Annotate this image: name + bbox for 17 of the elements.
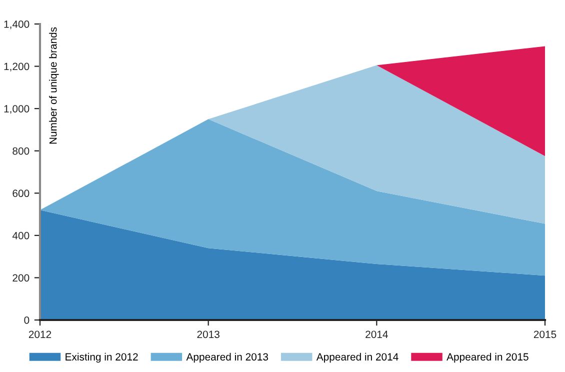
legend-label: Appeared in 2013 xyxy=(186,352,268,363)
x-tick-label: 2015 xyxy=(534,330,556,338)
x-tick-label: 2012 xyxy=(28,330,52,338)
x-tick-label: 2014 xyxy=(366,330,388,338)
legend-label: Appeared in 2014 xyxy=(316,352,398,363)
y-tick-label: 400 xyxy=(12,232,30,240)
legend-label: Existing in 2012 xyxy=(66,352,138,363)
y-tick-label: 1,200 xyxy=(4,62,30,72)
legend-label: Appeared in 2015 xyxy=(446,352,528,363)
x-tick-label: 2013 xyxy=(197,330,220,338)
y-tick-label: 600 xyxy=(12,190,30,198)
y-axis-title: Number of unique brands xyxy=(49,27,59,144)
y-tick-label: 0 xyxy=(24,316,30,324)
y-tick-label: 1,000 xyxy=(4,105,30,114)
y-tick-label: 800 xyxy=(12,147,30,155)
y-tick-label: 1,400 xyxy=(4,20,30,30)
y-tick-label: 200 xyxy=(12,274,30,282)
